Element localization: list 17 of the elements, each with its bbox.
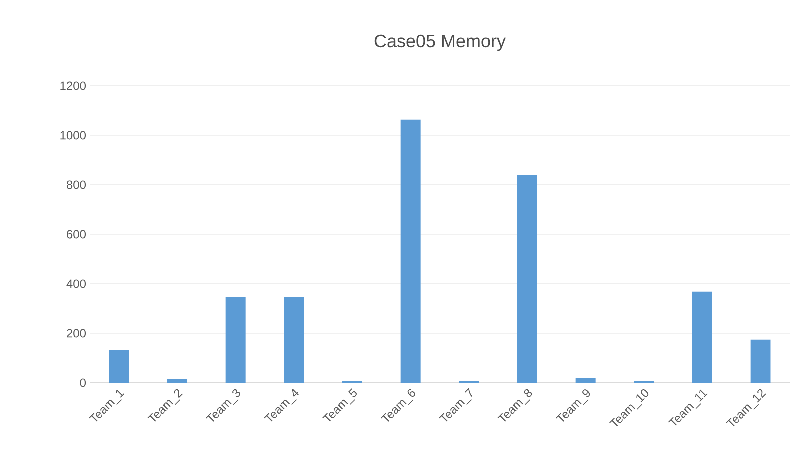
bar <box>284 297 304 383</box>
bar <box>750 340 771 383</box>
y-tick-label: 1200 <box>60 82 86 90</box>
y-tick-label: 400 <box>66 280 86 288</box>
bar <box>576 378 596 383</box>
y-tick-label: 200 <box>67 329 86 338</box>
bar <box>226 297 246 383</box>
y-tick-label: 0 <box>80 378 86 388</box>
bar <box>692 292 712 383</box>
chart-title: Case05 Memory <box>374 34 506 52</box>
bar <box>109 350 130 383</box>
y-tick-label: 600 <box>67 230 86 239</box>
bar <box>518 175 538 383</box>
y-tick-label: 800 <box>66 180 86 190</box>
bar <box>168 379 188 383</box>
bar <box>400 120 421 383</box>
y-tick-label: 1000 <box>60 131 86 140</box>
